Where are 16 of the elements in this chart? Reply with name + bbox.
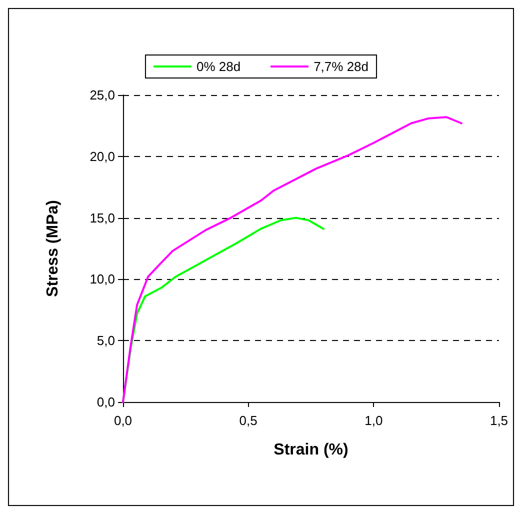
y-tick-label: 15,0 bbox=[90, 210, 115, 226]
line-series bbox=[122, 216, 325, 403]
legend-label: 7,7% 28d bbox=[314, 59, 369, 74]
y-tick-label: 0,0 bbox=[96, 394, 115, 410]
x-tick-label: 1,0 bbox=[364, 413, 383, 428]
y-tick-label: 10,0 bbox=[90, 272, 115, 287]
x-tick-label: 0,5 bbox=[239, 413, 258, 428]
y-axis-title: Stress (MPa) bbox=[44, 200, 62, 297]
x-tick-label: 0,0 bbox=[114, 413, 132, 428]
x-tick-label: 1,5 bbox=[490, 413, 508, 428]
x-axis-title: Strain (%) bbox=[274, 442, 348, 458]
legend-label: 0% 28d bbox=[196, 59, 241, 74]
y-tick-label: 5,0 bbox=[96, 333, 115, 348]
y-tick-label: 20,0 bbox=[90, 148, 115, 164]
line-series bbox=[122, 116, 462, 403]
y-tick-label: 25,0 bbox=[90, 88, 115, 102]
